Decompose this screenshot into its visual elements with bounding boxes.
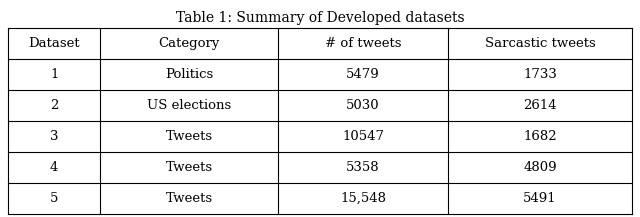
Text: 15,548: 15,548 <box>340 192 386 205</box>
Text: Tweets: Tweets <box>166 130 213 143</box>
Text: # of tweets: # of tweets <box>325 37 401 50</box>
Text: 5: 5 <box>50 192 58 205</box>
Text: 5479: 5479 <box>346 68 380 81</box>
Text: Table 1: Summary of Developed datasets: Table 1: Summary of Developed datasets <box>176 11 464 25</box>
Text: 1682: 1682 <box>523 130 557 143</box>
Text: US elections: US elections <box>147 99 232 112</box>
Text: 1733: 1733 <box>523 68 557 81</box>
Text: Tweets: Tweets <box>166 192 213 205</box>
Text: 2: 2 <box>50 99 58 112</box>
Text: 3: 3 <box>50 130 58 143</box>
Text: 2614: 2614 <box>523 99 557 112</box>
Text: Dataset: Dataset <box>28 37 80 50</box>
Text: 5358: 5358 <box>346 161 380 174</box>
Text: Category: Category <box>159 37 220 50</box>
Text: Sarcastic tweets: Sarcastic tweets <box>484 37 595 50</box>
Text: 5491: 5491 <box>523 192 557 205</box>
Text: Tweets: Tweets <box>166 161 213 174</box>
Text: 10547: 10547 <box>342 130 384 143</box>
Text: 4809: 4809 <box>523 161 557 174</box>
Text: Politics: Politics <box>165 68 213 81</box>
Text: 1: 1 <box>50 68 58 81</box>
Text: 5030: 5030 <box>346 99 380 112</box>
Text: 4: 4 <box>50 161 58 174</box>
